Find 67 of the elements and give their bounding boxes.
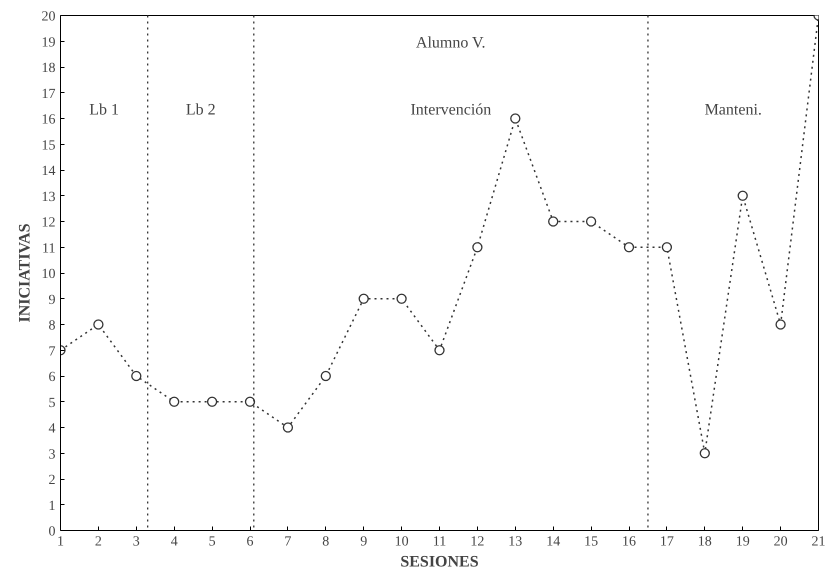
x-tick-label: 14 bbox=[546, 534, 560, 550]
y-tick-label: 17 bbox=[42, 86, 56, 102]
x-tick-label: 21 bbox=[812, 534, 826, 550]
annotation: Lb 2 bbox=[186, 102, 216, 118]
x-tick-label: 19 bbox=[736, 534, 750, 550]
y-tick-label: 1 bbox=[48, 498, 56, 514]
y-tick-label: 9 bbox=[48, 292, 56, 308]
x-tick-label: 3 bbox=[132, 534, 140, 550]
point bbox=[396, 294, 407, 304]
point bbox=[244, 396, 256, 407]
y-tick-label: 19 bbox=[42, 35, 56, 50]
x-tick-label: 9 bbox=[360, 534, 368, 550]
point bbox=[700, 448, 710, 458]
x-axis-title: SESIONES bbox=[400, 554, 479, 570]
y-tick-label: 10 bbox=[42, 267, 56, 282]
y-tick-label: 14 bbox=[42, 164, 56, 179]
point bbox=[586, 216, 596, 227]
y-axis-title: INICIATIVAS bbox=[16, 223, 34, 322]
y-tick-label: 4 bbox=[48, 422, 56, 436]
x-tick-label: 7 bbox=[284, 534, 292, 550]
x-tick-label: 8 bbox=[322, 534, 330, 550]
y-tick-label: 0 bbox=[48, 524, 56, 540]
point bbox=[775, 319, 786, 330]
point bbox=[93, 319, 104, 330]
text: Alumno V. bbox=[416, 34, 486, 52]
point bbox=[358, 294, 369, 304]
y-tick-label: 7 bbox=[48, 344, 56, 360]
x-tick-label: 13 bbox=[508, 534, 522, 550]
x-tick-label: 11 bbox=[432, 534, 446, 550]
point bbox=[169, 396, 180, 407]
x-tick-label: 15 bbox=[584, 534, 598, 550]
y-tick-label: 6 bbox=[48, 370, 56, 385]
point bbox=[320, 370, 331, 382]
point bbox=[131, 370, 142, 382]
x-tick-label: 5 bbox=[208, 534, 216, 550]
x-tick-label: 10 bbox=[394, 534, 409, 550]
x-tick-label: 12 bbox=[470, 534, 484, 550]
y-tick-label: 18 bbox=[42, 61, 56, 76]
point bbox=[738, 190, 748, 201]
x-tick-label: 18 bbox=[698, 534, 712, 550]
y-tick-label: 20 bbox=[42, 10, 56, 24]
y-tick-label: 15 bbox=[42, 138, 56, 154]
y-tick-label: 5 bbox=[48, 396, 56, 411]
y-tick-label: 16 bbox=[42, 112, 56, 128]
annotation: Lb 1 bbox=[89, 102, 119, 118]
annotation: Intervención bbox=[410, 102, 492, 118]
x-tick-label: 17 bbox=[660, 534, 674, 550]
x-tick-label: 4 bbox=[170, 534, 178, 550]
x-tick-label: 20 bbox=[774, 534, 788, 550]
x-tick-label: 2 bbox=[94, 534, 102, 550]
point bbox=[434, 345, 445, 356]
point bbox=[472, 242, 483, 252]
y-tick-label: 8 bbox=[48, 318, 56, 334]
y-tick-label: 11 bbox=[42, 241, 56, 256]
y-tick-label: 12 bbox=[42, 216, 56, 230]
point bbox=[548, 216, 558, 227]
x-tick-label: 16 bbox=[622, 534, 636, 550]
point bbox=[510, 113, 520, 124]
y-tick-label: 2 bbox=[48, 473, 56, 488]
point bbox=[624, 242, 634, 252]
point bbox=[662, 242, 672, 252]
x-tick-label: 6 bbox=[246, 534, 254, 550]
y-tick-label: 13 bbox=[42, 190, 56, 205]
point bbox=[206, 396, 218, 407]
annotation: Manteni. bbox=[704, 102, 762, 118]
y-tick-label: 3 bbox=[48, 447, 56, 462]
point bbox=[282, 422, 294, 433]
